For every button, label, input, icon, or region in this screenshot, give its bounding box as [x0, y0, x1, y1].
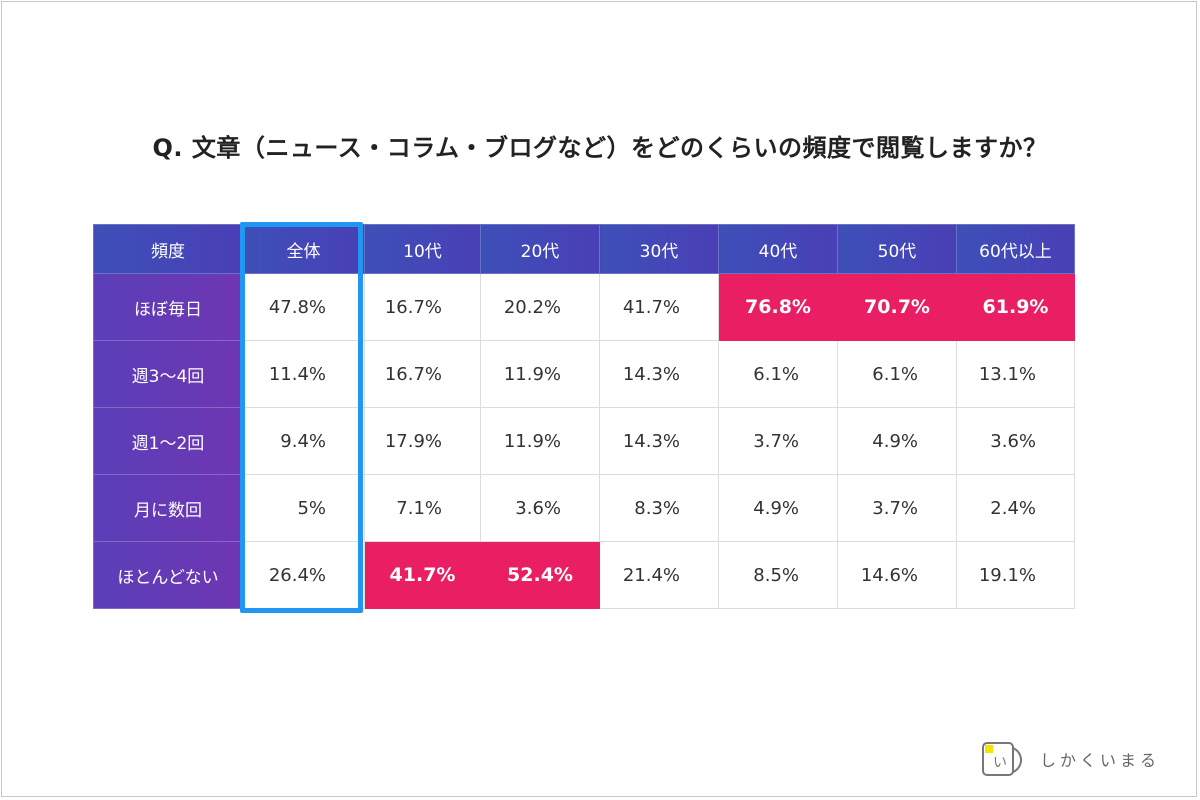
table-row: ほぼ毎日 47.8% 16.7% 20.2% 41.7% 76.8% 70.7% 61.9%: [93, 273, 1075, 341]
table-cell: 3.6%: [480, 474, 600, 542]
table-cell: 11.4%: [242, 340, 365, 408]
table-cell: 6.1%: [837, 340, 957, 408]
column-header: 60代以上: [956, 224, 1075, 274]
table-cell: 8.5%: [718, 541, 838, 609]
table-cell: 47.8%: [242, 273, 365, 341]
column-header: 全体: [242, 224, 365, 274]
column-header: 30代: [599, 224, 719, 274]
column-header: 20代: [480, 224, 600, 274]
chart-title: Q. 文章（ニュース・コラム・ブログなど）をどのくらいの頻度で閲覧しますか？: [152, 134, 1048, 162]
brand-icon-glyph: い: [993, 755, 1007, 771]
table-cell: 13.1%: [956, 340, 1075, 408]
table-cell: 4.9%: [718, 474, 838, 542]
table-cell: 4.9%: [837, 407, 957, 475]
highlighted-cell: 41.7%: [364, 541, 481, 609]
highlighted-cell: 61.9%: [956, 273, 1075, 341]
brand-icon: い: [982, 742, 1022, 776]
table-cell: 14.3%: [599, 407, 719, 475]
table-row: 週3〜4回 11.4% 16.7% 11.9% 14.3% 6.1% 6.1% 13.1%: [93, 340, 1075, 408]
table-row: 週1〜2回 9.4% 17.9% 11.9% 14.3% 3.7% 4.9% 3.6%: [93, 407, 1075, 475]
highlighted-cell: 70.7%: [837, 273, 957, 341]
column-header: 50代: [837, 224, 957, 274]
row-header: ほぼ毎日: [93, 273, 243, 341]
row-header: 月に数回: [93, 474, 243, 542]
table-cell: 3.7%: [718, 407, 838, 475]
brand-logo-group: い しかくいまる: [982, 742, 1160, 776]
header-row: 頻度 全体 10代 20代 30代 40代 50代 60代以上: [93, 224, 1075, 274]
table-cell: 9.4%: [242, 407, 365, 475]
row-header: 週1〜2回: [93, 407, 243, 475]
brand-name: しかくいまる: [1040, 751, 1161, 770]
table-cell: 41.7%: [599, 273, 719, 341]
table-cell: 20.2%: [480, 273, 600, 341]
table-cell: 26.4%: [242, 541, 365, 609]
corner-header: 頻度: [93, 224, 243, 274]
table-row: 月に数回 5% 7.1% 3.6% 8.3% 4.9% 3.7% 2.4%: [93, 474, 1075, 542]
column-header: 40代: [718, 224, 838, 274]
table-cell: 17.9%: [364, 407, 481, 475]
table-cell: 14.3%: [599, 340, 719, 408]
table-cell: 11.9%: [480, 340, 600, 408]
table-cell: 3.7%: [837, 474, 957, 542]
table-cell: 11.9%: [480, 407, 600, 475]
table-cell: 7.1%: [364, 474, 481, 542]
table-cell: 16.7%: [364, 273, 481, 341]
table-cell: 8.3%: [599, 474, 719, 542]
table-cell: 3.6%: [956, 407, 1075, 475]
column-header: 10代: [364, 224, 481, 274]
table-cell: 14.6%: [837, 541, 957, 609]
results-table: 頻度 全体 10代 20代 30代 40代 50代 60代以上 ほぼ毎日 47.8% 16.7%…: [93, 224, 1075, 609]
highlighted-cell: 52.4%: [480, 541, 600, 609]
table-body: ほぼ毎日 47.8% 16.7% 20.2% 41.7% 76.8% 70.7% 61.9% 週…: [93, 273, 1075, 609]
highlighted-cell: 76.8%: [718, 273, 838, 341]
table-cell: 5%: [242, 474, 365, 542]
table-cell: 2.4%: [956, 474, 1075, 542]
row-header: ほとんどない: [93, 541, 243, 609]
row-header: 週3〜4回: [93, 340, 243, 408]
table-row: ほとんどない 26.4% 41.7% 52.4% 21.4% 8.5% 14.6% 19.1%: [93, 541, 1075, 609]
table-cell: 19.1%: [956, 541, 1075, 609]
table-cell: 16.7%: [364, 340, 481, 408]
table-cell: 21.4%: [599, 541, 719, 609]
table-cell: 6.1%: [718, 340, 838, 408]
